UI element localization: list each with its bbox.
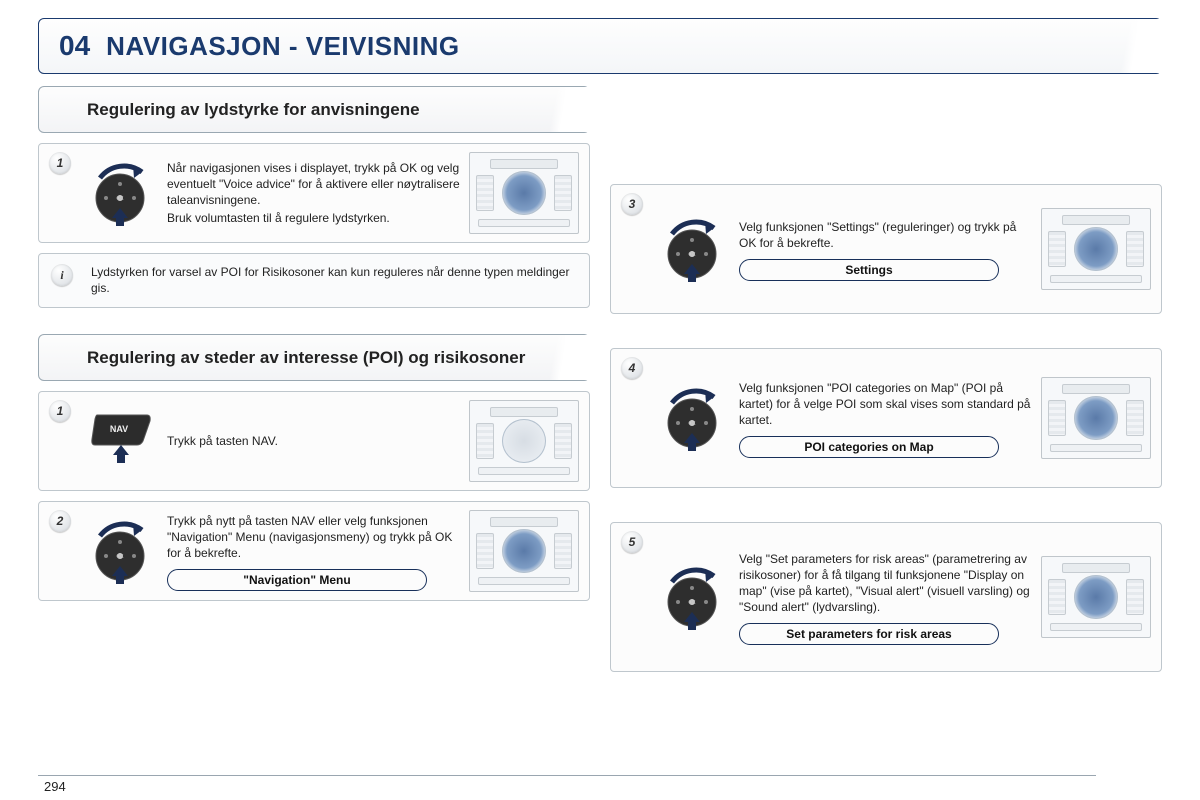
step-text-line: Når navigasjonen vises i displayet, tryk…	[167, 160, 461, 209]
svg-text:NAV: NAV	[110, 424, 128, 434]
console-thumbnail	[469, 400, 579, 482]
left-column: Regulering av lydstyrke for anvisningene…	[38, 86, 590, 672]
heading-volume-text: Regulering av lydstyrke for anvisningene	[87, 99, 565, 120]
heading-volume: Regulering av lydstyrke for anvisningene	[38, 86, 590, 133]
page-number: 294	[44, 779, 66, 794]
nav-button-icon: NAV	[83, 407, 159, 475]
heading-poi-text: Regulering av steder av interesse (POI) …	[87, 347, 565, 368]
step-text-line: Velg funksjonen "POI categories on Map" …	[739, 380, 1033, 429]
step-text-line: Bruk volumtasten til å regulere lydstyrk…	[167, 210, 461, 226]
step-badge: 4	[621, 357, 643, 379]
step-poi-5: 5 Velg "Set parameters for risk areas" (…	[610, 522, 1162, 672]
heading-poi: Regulering av steder av interesse (POI) …	[38, 334, 590, 381]
step-poi-4: 4 Velg funksjonen "POI categories on Map…	[610, 348, 1162, 488]
function-pill: Settings	[739, 259, 999, 281]
step-poi-1: 1 NAV Trykk på tasten NAV.	[38, 391, 590, 491]
rotary-knob-icon	[655, 556, 731, 638]
step-text: Trykk på nytt på tasten NAV eller velg f…	[167, 511, 461, 592]
step-text-line: Velg funksjonen "Settings" (reguleringer…	[739, 219, 1033, 251]
step-text: Velg funksjonen "Settings" (reguleringer…	[739, 217, 1033, 281]
step-badge: 1	[49, 400, 71, 422]
function-pill: "Navigation" Menu	[167, 569, 427, 591]
step-text: Velg funksjonen "POI categories on Map" …	[739, 378, 1033, 459]
page-title-banner: 04 NAVIGASJON - VEIVISNING	[38, 18, 1162, 74]
step-badge: 1	[49, 152, 71, 174]
step-text-line: Trykk på nytt på tasten NAV eller velg f…	[167, 513, 461, 562]
step-badge: 2	[49, 510, 71, 532]
console-thumbnail	[1041, 377, 1151, 459]
section-title: NAVIGASJON - VEIVISNING	[106, 31, 459, 62]
step-badge: 5	[621, 531, 643, 553]
rotary-knob-icon	[655, 377, 731, 459]
info-text: Lydstyrken for varsel av POI for Risikos…	[91, 264, 577, 296]
section-number: 04	[59, 30, 90, 62]
rotary-knob-icon	[83, 152, 159, 234]
function-pill: Set parameters for risk areas	[739, 623, 999, 645]
console-thumbnail	[1041, 208, 1151, 290]
step-vol-1: 1 Når navigasjonen vises i displayet, tr…	[38, 143, 590, 243]
console-thumbnail	[469, 152, 579, 234]
function-pill: POI categories on Map	[739, 436, 999, 458]
info-icon: i	[51, 264, 73, 286]
console-thumbnail	[469, 510, 579, 592]
console-thumbnail	[1041, 556, 1151, 638]
step-text-line: Velg "Set parameters for risk areas" (pa…	[739, 551, 1033, 616]
step-badge: 3	[621, 193, 643, 215]
info-note: i Lydstyrken for varsel av POI for Risik…	[38, 253, 590, 307]
right-column: 3 Velg funksjonen "Settings" (regulering…	[610, 86, 1162, 672]
step-poi-2: 2 Trykk på nytt på tasten NAV eller velg…	[38, 501, 590, 601]
step-poi-3: 3 Velg funksjonen "Settings" (regulering…	[610, 184, 1162, 314]
step-text: Når navigasjonen vises i displayet, tryk…	[167, 158, 461, 229]
step-text: Trykk på tasten NAV.	[167, 433, 461, 449]
rotary-knob-icon	[83, 510, 159, 592]
step-text: Velg "Set parameters for risk areas" (pa…	[739, 549, 1033, 646]
rotary-knob-icon	[655, 208, 731, 290]
